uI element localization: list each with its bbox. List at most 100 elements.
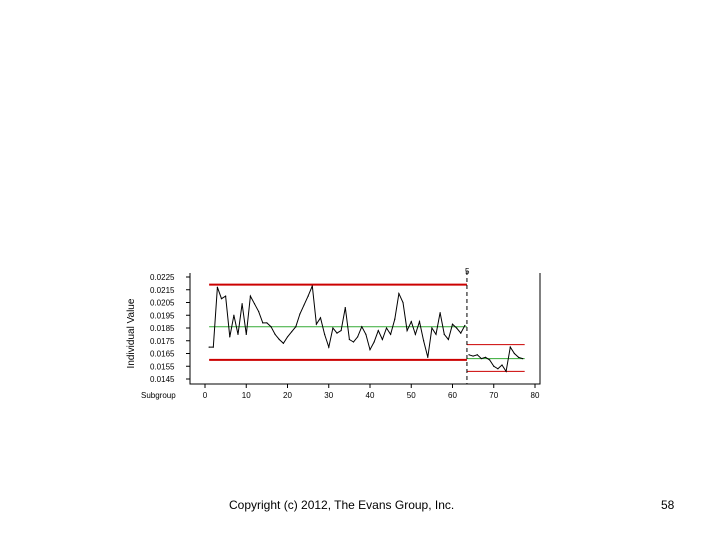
x-tick-label: 50 [407, 391, 416, 400]
y-tick-label: 0.0215 [150, 286, 175, 295]
data-point [472, 355, 474, 357]
data-point [220, 298, 223, 300]
data-point [286, 336, 289, 338]
x-tick-label: 70 [489, 391, 498, 400]
data-point [274, 333, 276, 335]
data-point [328, 346, 330, 348]
x-tick-label: 40 [366, 391, 375, 400]
data-series-line-1 [209, 285, 466, 358]
y-axis-title: Individual Value [126, 298, 137, 368]
data-point [245, 333, 247, 335]
x-tick-label: 20 [283, 391, 292, 400]
data-point [464, 324, 466, 327]
data-point [373, 341, 375, 343]
data-point [253, 303, 256, 305]
x-tick-label: 10 [242, 391, 251, 400]
copyright-text: Copyright (c) 2012, The Evans Group, Inc… [229, 498, 455, 512]
data-point [348, 338, 350, 341]
data-point [233, 314, 235, 316]
data-point [406, 329, 408, 332]
data-point [249, 295, 251, 297]
data-point [410, 321, 412, 323]
data-point [332, 327, 334, 329]
data-point [307, 295, 309, 297]
data-point [258, 310, 260, 313]
data-point [311, 285, 313, 287]
x-axis-title: Subgroup [141, 391, 176, 400]
data-point [262, 322, 264, 324]
data-point [501, 364, 503, 366]
data-point [357, 336, 359, 338]
data-point [484, 356, 487, 358]
data-point [361, 326, 363, 328]
data-point [497, 368, 499, 370]
y-tick-label: 0.0155 [150, 362, 175, 371]
x-tick-label: 0 [203, 391, 208, 400]
y-tick-label: 0.0175 [150, 337, 175, 346]
data-point [443, 333, 445, 335]
data-point [435, 333, 437, 335]
data-point [423, 340, 425, 342]
data-point [336, 332, 338, 334]
data-series-line-2 [468, 345, 523, 373]
data-point [390, 333, 392, 335]
data-point [456, 327, 458, 329]
data-point [513, 352, 515, 355]
y-tick-label: 0.0185 [150, 324, 175, 333]
data-point [418, 321, 421, 323]
data-point [385, 327, 388, 329]
data-point [315, 323, 317, 325]
data-point [241, 303, 243, 305]
data-point [381, 338, 383, 341]
data-point [377, 329, 379, 332]
data-point [208, 346, 210, 348]
data-point [266, 322, 268, 324]
phase-marker-label: 5 [465, 267, 470, 276]
x-tick-label: 80 [531, 391, 540, 400]
data-point [225, 295, 227, 297]
data-point [505, 370, 507, 372]
data-point [451, 323, 454, 325]
data-point [344, 307, 346, 309]
y-tick-label: 0.0225 [150, 273, 175, 282]
y-tick-label: 0.0165 [150, 350, 175, 359]
data-point [216, 286, 218, 288]
y-tick-label: 0.0205 [150, 299, 175, 308]
data-point [270, 326, 272, 328]
data-point [237, 333, 239, 335]
data-point [319, 317, 322, 319]
data-point [493, 365, 495, 367]
x-tick-label: 60 [448, 391, 457, 400]
data-point [414, 333, 416, 335]
data-point [480, 358, 482, 360]
data-point [303, 304, 305, 306]
plot-frame [189, 273, 541, 385]
data-point [278, 338, 280, 341]
data-point [489, 359, 491, 361]
y-tick-label: 0.0145 [150, 375, 175, 384]
page-number: 58 [661, 498, 675, 512]
data-point [212, 346, 214, 348]
data-point [427, 356, 429, 358]
data-point [398, 292, 400, 295]
data-point [468, 354, 470, 356]
data-point [229, 336, 231, 338]
data-point [299, 313, 301, 315]
data-point [365, 333, 367, 335]
data-point [431, 327, 433, 329]
data-point [402, 301, 404, 304]
data-point [522, 358, 524, 360]
data-point [517, 356, 520, 358]
data-point [352, 341, 355, 343]
data-point [439, 312, 441, 314]
data-point [295, 326, 297, 328]
data-point [324, 333, 326, 335]
y-tick-label: 0.0195 [150, 311, 175, 320]
x-tick-label: 30 [324, 391, 333, 400]
data-point [509, 346, 511, 348]
data-point [369, 349, 371, 351]
data-point [394, 318, 396, 320]
data-point [282, 342, 284, 344]
data-point [340, 329, 342, 332]
